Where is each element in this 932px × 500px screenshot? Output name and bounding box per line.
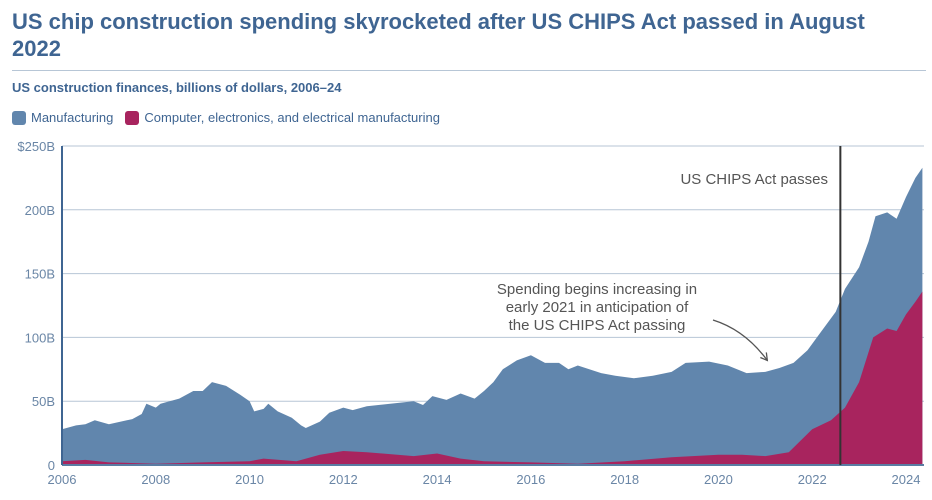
y-tick-label: 100B bbox=[25, 330, 55, 345]
legend-label: Manufacturing bbox=[31, 110, 114, 125]
chart-title: US chip construction spending skyrockete… bbox=[12, 9, 865, 61]
area-series-1 bbox=[62, 291, 923, 465]
divider bbox=[12, 70, 926, 71]
annotation-label: US CHIPS Act passes bbox=[680, 171, 828, 188]
legend-item-computer: Computer, electronics, and electrical ma… bbox=[125, 110, 440, 125]
x-tick-label: 2016 bbox=[516, 472, 545, 487]
annotation-text: early 2021 in anticipation of bbox=[506, 299, 689, 316]
x-tick-label: 2020 bbox=[704, 472, 733, 487]
y-tick-label: 0 bbox=[48, 458, 55, 473]
legend: Manufacturing Computer, electronics, and… bbox=[12, 110, 440, 125]
x-tick-label: 2012 bbox=[329, 472, 358, 487]
x-tick-label: 2010 bbox=[235, 472, 264, 487]
y-tick-label: 150B bbox=[25, 267, 55, 282]
annotation-arrow bbox=[712, 319, 768, 361]
x-tick-label: 2024 bbox=[892, 472, 921, 487]
legend-swatch bbox=[125, 110, 140, 125]
y-tick-label: $250B bbox=[17, 139, 55, 154]
legend-label: Computer, electronics, and electrical ma… bbox=[144, 110, 440, 125]
y-tick-label: 50B bbox=[32, 394, 55, 409]
legend-item-manufacturing: Manufacturing bbox=[12, 110, 113, 125]
area-series-0 bbox=[62, 167, 923, 465]
y-tick-label: 200B bbox=[25, 203, 55, 218]
x-tick-label: 2018 bbox=[610, 472, 639, 487]
x-tick-label: 2014 bbox=[423, 472, 452, 487]
arrowhead-icon bbox=[760, 352, 769, 362]
chart-subtitle: US construction finances, billions of do… bbox=[12, 80, 342, 95]
x-tick-label: 2008 bbox=[141, 472, 170, 487]
x-tick-label: 2022 bbox=[798, 472, 827, 487]
x-tick-label: 2006 bbox=[48, 472, 77, 487]
annotation-text: the US CHIPS Act passing bbox=[509, 317, 686, 334]
annotation-text: Spending begins increasing in bbox=[497, 281, 697, 298]
legend-swatch bbox=[12, 110, 26, 125]
